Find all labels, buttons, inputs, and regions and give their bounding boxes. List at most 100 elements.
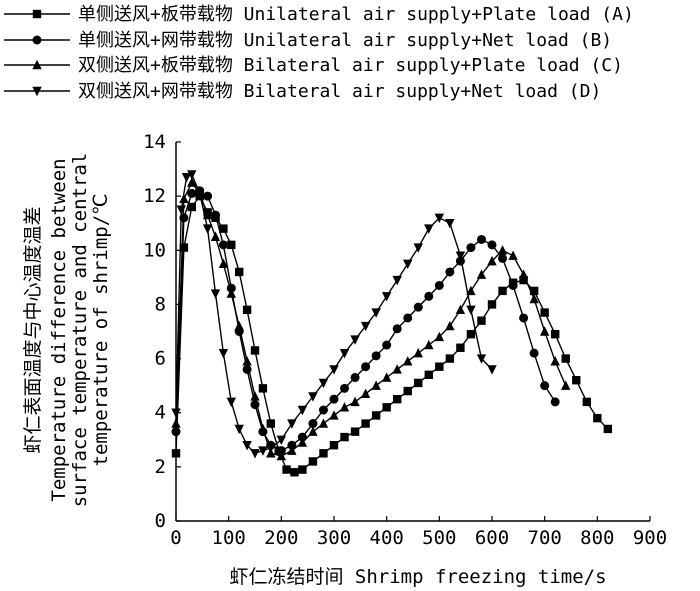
legend-label: 双侧送风+网带载物 Bilateral air supply+Net load … [78, 81, 601, 102]
x-tick-label: 800 [580, 527, 614, 549]
data-point [519, 275, 528, 285]
data-point [287, 445, 297, 455]
data-point [210, 289, 221, 299]
data-point [266, 419, 275, 428]
data-point [203, 191, 213, 201]
data-point [308, 392, 318, 402]
data-point [242, 305, 252, 315]
data-point [171, 418, 181, 428]
data-point [195, 189, 205, 199]
data-point [266, 443, 276, 454]
data-point [250, 449, 260, 459]
data-point [466, 243, 476, 253]
data-point [466, 305, 476, 316]
data-point [242, 441, 252, 451]
data-point [424, 291, 434, 301]
series-c [171, 177, 571, 461]
x-tick-label: 200 [264, 527, 298, 549]
data-point [360, 388, 371, 398]
legend-entry-c: 双侧送风+板带载物 Bilateral air supply+Plate loa… [4, 55, 623, 76]
x-tick-label: 0 [170, 527, 181, 549]
y-tick-label: 2 [155, 456, 166, 478]
data-point [211, 210, 220, 220]
data-point [360, 321, 371, 332]
data-point [529, 348, 539, 358]
data-point [340, 383, 350, 393]
data-point [371, 308, 381, 318]
data-point [455, 251, 466, 261]
data-point [250, 346, 260, 355]
data-point [498, 286, 507, 296]
y-axis-title-line-2: Temperature difference between [48, 158, 70, 501]
data-point [318, 405, 328, 415]
data-point [187, 170, 197, 180]
legend-label: 单侧送风+板带载物 Unilateral air supply+Plate lo… [78, 4, 634, 25]
data-point [382, 340, 392, 350]
series-b [171, 186, 560, 456]
data-point [381, 372, 392, 382]
legend-marker [32, 9, 42, 19]
data-point [282, 465, 291, 474]
data-point [403, 259, 413, 270]
legend-label: 单侧送风+网带载物 Unilateral air supply+Net load… [78, 30, 612, 51]
data-point [258, 446, 268, 456]
data-point [297, 437, 308, 447]
data-point [403, 356, 413, 366]
data-point [202, 224, 213, 234]
data-point [487, 300, 497, 309]
x-tick-label: 700 [528, 527, 562, 549]
y-tick-label: 8 [155, 293, 166, 315]
data-point [371, 411, 381, 420]
data-point [340, 432, 349, 442]
data-point [456, 343, 465, 352]
data-point [403, 313, 413, 323]
data-point [455, 304, 466, 315]
data-point [329, 394, 339, 404]
data-point [476, 269, 487, 279]
data-point [445, 354, 455, 363]
legend-marker [32, 86, 42, 97]
data-point [297, 405, 308, 416]
data-point [329, 441, 339, 450]
y-tick-label: 6 [155, 348, 166, 370]
x-tick-label: 100 [212, 527, 246, 549]
data-point [187, 177, 197, 187]
data-point [361, 362, 371, 372]
data-point [234, 320, 244, 331]
legend-marker [32, 35, 42, 45]
x-tick-label: 900 [633, 527, 667, 549]
data-point [392, 275, 402, 286]
data-point [318, 378, 329, 389]
legend-marker [32, 59, 42, 70]
data-point [234, 424, 244, 435]
data-point [572, 376, 581, 385]
data-point [179, 193, 189, 204]
data-point [487, 240, 497, 250]
data-point [414, 378, 423, 388]
data-point [339, 348, 350, 359]
data-point [339, 402, 350, 412]
data-point [287, 419, 297, 429]
data-point [434, 280, 444, 290]
data-point [529, 286, 539, 296]
data-point [329, 410, 339, 420]
data-point [361, 419, 370, 428]
y-tick-label: 14 [143, 131, 166, 153]
x-axis-title: 虾仁冻结时间 Shrimp freezing time/s [229, 566, 606, 588]
data-point [477, 316, 486, 325]
data-point [455, 256, 465, 266]
data-point [466, 330, 476, 339]
data-point [287, 440, 297, 450]
data-point [308, 419, 318, 429]
data-point [350, 335, 360, 345]
x-tick-label: 300 [317, 527, 351, 549]
data-point [487, 365, 497, 375]
x-tick-label: 400 [370, 527, 404, 549]
data-point [382, 403, 391, 412]
data-point [413, 243, 423, 253]
data-point [445, 320, 455, 331]
data-point [603, 424, 613, 434]
x-tick-label: 500 [422, 527, 456, 549]
data-point [176, 205, 186, 215]
